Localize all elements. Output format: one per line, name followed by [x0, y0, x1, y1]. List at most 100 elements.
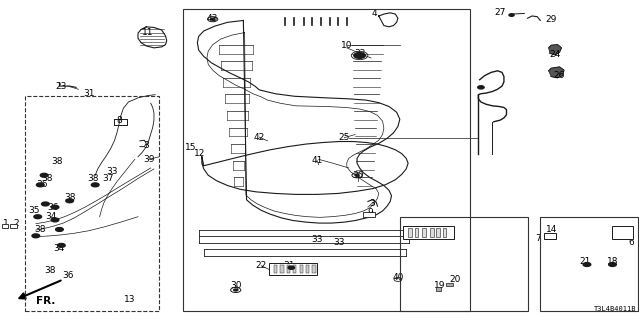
Text: 36: 36 — [47, 203, 59, 212]
Bar — [436, 228, 440, 237]
Text: 23: 23 — [56, 82, 67, 91]
Polygon shape — [548, 45, 561, 55]
Bar — [443, 228, 447, 237]
Text: 17: 17 — [424, 226, 436, 235]
Text: 33: 33 — [107, 167, 118, 176]
Text: 4: 4 — [371, 9, 377, 18]
Text: 33: 33 — [333, 238, 345, 247]
Text: 34: 34 — [54, 244, 65, 253]
Circle shape — [509, 14, 514, 16]
Text: 15: 15 — [185, 143, 196, 152]
Text: 7: 7 — [536, 234, 541, 243]
Text: 21: 21 — [579, 258, 591, 267]
Text: 38: 38 — [45, 266, 56, 276]
Circle shape — [477, 86, 484, 89]
Bar — [280, 265, 284, 273]
Circle shape — [51, 218, 59, 222]
Bar — [300, 265, 303, 273]
Circle shape — [583, 263, 591, 267]
Bar — [415, 228, 419, 237]
Bar — [269, 263, 317, 275]
Text: 38: 38 — [35, 225, 46, 234]
Text: 10: 10 — [341, 41, 353, 50]
Bar — [400, 217, 527, 311]
Bar — [25, 96, 159, 311]
Text: 41: 41 — [311, 156, 323, 164]
Bar — [436, 287, 442, 291]
Bar — [10, 224, 17, 228]
Text: 43: 43 — [207, 14, 218, 23]
Text: 35: 35 — [28, 206, 40, 215]
Bar — [408, 228, 412, 237]
Text: 11: 11 — [142, 28, 154, 37]
Circle shape — [58, 244, 65, 247]
Text: 19: 19 — [435, 281, 446, 290]
Circle shape — [40, 173, 48, 177]
Circle shape — [66, 199, 74, 203]
Text: 20: 20 — [450, 275, 461, 284]
Text: 9: 9 — [367, 208, 372, 217]
Text: 27: 27 — [495, 8, 506, 17]
Text: 13: 13 — [124, 295, 136, 304]
Text: 38: 38 — [88, 174, 99, 183]
Text: 12: 12 — [195, 149, 205, 158]
Bar — [422, 228, 426, 237]
Text: 38: 38 — [41, 174, 52, 183]
Text: 39: 39 — [143, 155, 155, 164]
Bar — [612, 226, 633, 239]
Text: FR.: FR. — [36, 296, 55, 306]
Bar — [274, 265, 277, 273]
Bar — [287, 265, 290, 273]
Text: 38: 38 — [64, 193, 76, 202]
Circle shape — [234, 289, 237, 291]
Circle shape — [355, 174, 359, 176]
Circle shape — [34, 215, 42, 219]
Text: 24: 24 — [549, 50, 561, 59]
Text: 2: 2 — [14, 219, 19, 228]
Polygon shape — [548, 67, 564, 78]
Bar — [540, 217, 638, 311]
Text: 30: 30 — [353, 171, 364, 180]
Circle shape — [36, 183, 44, 187]
Bar — [447, 283, 453, 286]
Circle shape — [609, 263, 616, 267]
Circle shape — [288, 266, 294, 269]
Text: 6: 6 — [628, 238, 634, 247]
Text: 18: 18 — [607, 258, 618, 267]
Text: 8: 8 — [116, 116, 122, 125]
Text: 25: 25 — [339, 133, 350, 142]
Text: 31: 31 — [284, 261, 295, 270]
Text: 3: 3 — [369, 198, 375, 207]
Circle shape — [354, 52, 365, 58]
Text: 33: 33 — [311, 235, 323, 244]
Circle shape — [211, 18, 214, 20]
Circle shape — [42, 202, 49, 206]
Text: 1: 1 — [3, 219, 9, 228]
Circle shape — [51, 205, 59, 209]
Bar — [364, 212, 375, 217]
Text: 34: 34 — [45, 212, 56, 221]
Text: T3L4B4011B: T3L4B4011B — [594, 306, 636, 312]
Text: 37: 37 — [102, 174, 114, 183]
Bar — [403, 226, 454, 239]
Text: 29: 29 — [545, 15, 557, 24]
Bar — [2, 224, 8, 228]
Circle shape — [32, 234, 40, 238]
Text: 14: 14 — [545, 225, 557, 234]
Circle shape — [92, 183, 99, 187]
Text: 42: 42 — [253, 132, 265, 141]
Text: 31: 31 — [83, 89, 95, 98]
Text: 38: 38 — [51, 157, 63, 166]
Bar — [306, 265, 309, 273]
Bar — [312, 265, 316, 273]
Text: 36: 36 — [36, 180, 48, 189]
Text: 32: 32 — [354, 49, 365, 58]
Text: 40: 40 — [392, 273, 404, 282]
Text: 26: 26 — [554, 71, 565, 80]
Text: 36: 36 — [62, 271, 74, 280]
Bar — [182, 9, 470, 311]
Text: 22: 22 — [255, 261, 267, 270]
Bar — [430, 228, 434, 237]
Bar — [543, 233, 556, 239]
Text: 30: 30 — [230, 281, 241, 290]
